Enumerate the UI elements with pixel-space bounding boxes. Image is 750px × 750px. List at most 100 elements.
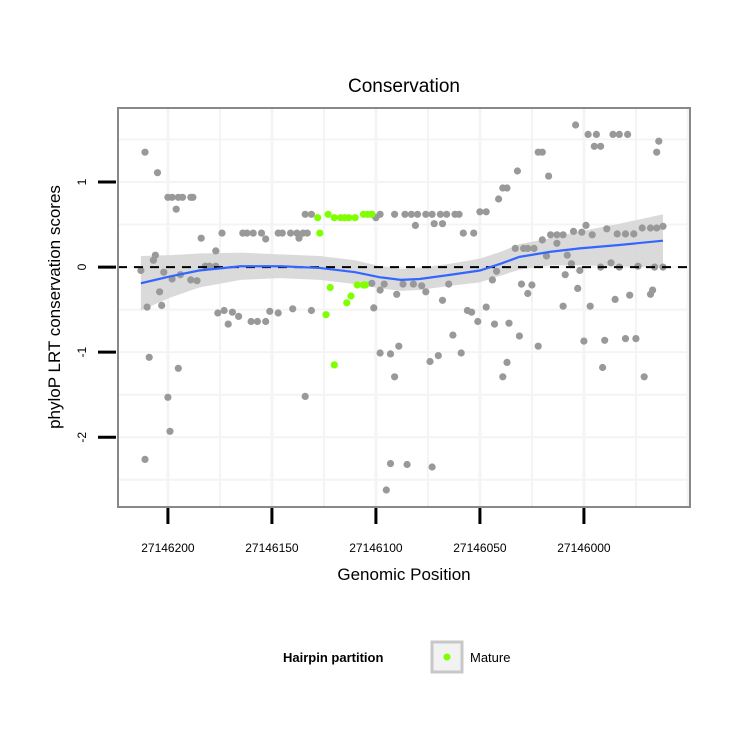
other-point xyxy=(561,271,569,279)
other-point xyxy=(499,373,507,381)
other-point xyxy=(257,229,266,237)
other-point xyxy=(426,357,434,366)
other-point xyxy=(193,277,201,285)
other-point xyxy=(538,148,546,156)
mature-point xyxy=(347,292,355,300)
other-point xyxy=(409,280,417,288)
other-point xyxy=(166,427,174,435)
other-point xyxy=(590,142,598,150)
other-point xyxy=(434,352,442,360)
other-point xyxy=(174,364,182,372)
other-point xyxy=(428,463,436,471)
other-point xyxy=(503,184,511,192)
other-point xyxy=(391,373,399,381)
other-point xyxy=(632,335,640,343)
confidence-band xyxy=(140,214,663,311)
other-point xyxy=(172,205,180,213)
other-point xyxy=(278,229,286,237)
x-tick-label: 27146100 xyxy=(349,541,403,555)
other-point xyxy=(287,229,295,237)
other-point xyxy=(621,335,630,343)
other-point xyxy=(482,303,490,311)
other-point xyxy=(386,460,395,468)
other-point xyxy=(524,244,532,252)
x-tick-label: 27146150 xyxy=(245,541,299,555)
other-point xyxy=(370,304,378,312)
other-point xyxy=(567,260,576,268)
other-point xyxy=(468,308,476,316)
other-point xyxy=(247,317,255,326)
other-point xyxy=(262,317,270,326)
other-point xyxy=(430,220,438,228)
other-point xyxy=(569,227,578,235)
other-point xyxy=(141,455,149,463)
other-point xyxy=(582,221,590,229)
other-point xyxy=(563,251,571,259)
other-point xyxy=(638,224,646,232)
other-point xyxy=(220,306,228,315)
other-point xyxy=(476,208,484,216)
other-point xyxy=(274,309,282,317)
other-point xyxy=(438,296,447,304)
other-point xyxy=(482,208,490,216)
other-point xyxy=(168,193,176,201)
other-point xyxy=(534,342,542,350)
other-point xyxy=(574,284,582,292)
other-point xyxy=(218,229,226,237)
other-point xyxy=(515,332,524,340)
other-point xyxy=(380,280,388,288)
smooth-fit-line xyxy=(140,239,664,285)
other-point xyxy=(187,276,195,284)
other-point xyxy=(235,312,243,320)
other-point xyxy=(386,350,395,358)
other-point xyxy=(511,244,519,252)
other-point xyxy=(149,256,157,264)
other-point xyxy=(422,210,430,218)
x-tick-label: 27146200 xyxy=(141,541,195,555)
other-point xyxy=(586,302,594,310)
other-point xyxy=(418,282,426,290)
other-point xyxy=(538,236,546,244)
y-tick-label: -1 xyxy=(75,347,89,358)
x-tick-label: 27146000 xyxy=(557,541,611,555)
mature-point xyxy=(330,361,338,369)
other-point xyxy=(495,195,503,203)
other-point xyxy=(262,235,270,243)
other-point xyxy=(401,210,409,218)
plot-panel xyxy=(117,107,691,508)
y-tick-label: -2 xyxy=(75,432,89,443)
other-point xyxy=(156,288,164,296)
mature-point xyxy=(322,311,330,319)
other-point xyxy=(547,231,555,239)
other-point xyxy=(295,234,303,242)
panel-background xyxy=(118,108,690,507)
mature-point xyxy=(324,210,332,218)
other-point xyxy=(584,130,592,138)
other-point xyxy=(646,224,655,232)
x-axis-label: Genomic Position xyxy=(337,565,470,584)
mature-point xyxy=(343,299,351,307)
other-point xyxy=(160,268,168,276)
other-point xyxy=(470,229,478,237)
other-point xyxy=(553,231,561,239)
legend: Hairpin partition Mature xyxy=(283,640,510,674)
other-point xyxy=(621,230,630,238)
other-point xyxy=(653,148,661,156)
other-point xyxy=(542,252,551,260)
other-point xyxy=(153,169,162,177)
other-point xyxy=(436,210,444,218)
other-point xyxy=(205,262,214,270)
y-tick-label: 1 xyxy=(75,178,89,185)
other-point xyxy=(253,317,261,326)
other-point xyxy=(224,320,232,328)
y-axis-label: phyloP LRT conservation scores xyxy=(45,185,64,429)
other-point xyxy=(399,280,407,288)
other-point xyxy=(588,231,596,239)
mature-point xyxy=(326,283,334,292)
other-point xyxy=(517,280,526,288)
other-point xyxy=(474,317,482,326)
other-point xyxy=(443,210,451,218)
other-point xyxy=(503,358,511,366)
other-point xyxy=(545,172,553,180)
other-point xyxy=(307,210,315,218)
